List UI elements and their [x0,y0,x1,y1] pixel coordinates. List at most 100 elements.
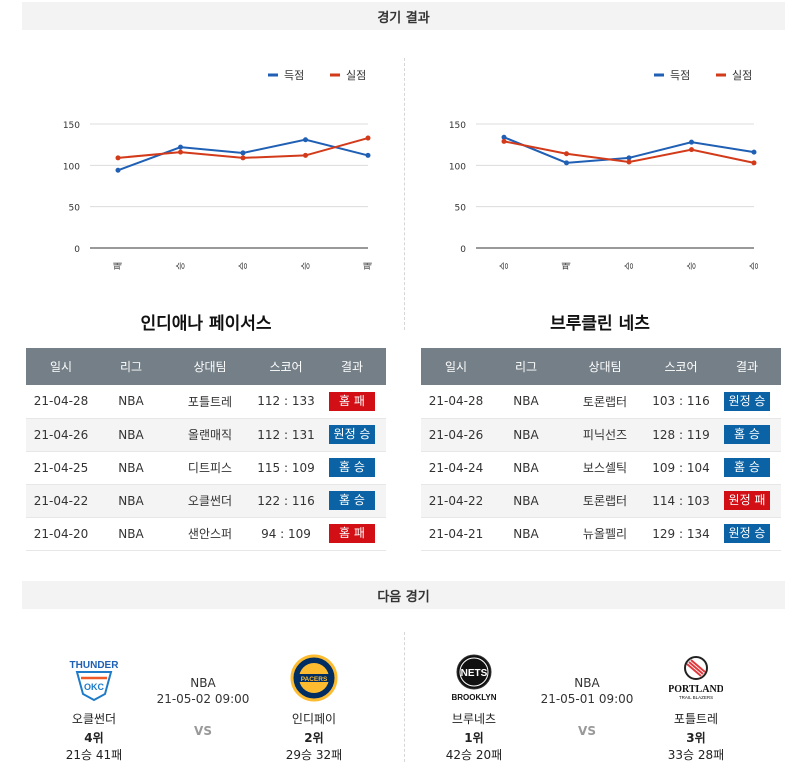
cell-league: NBA [96,418,166,452]
cell-league: NBA [491,517,561,551]
result-badge: 홈 패 [329,524,375,543]
x-tick-label: 승 [624,262,635,270]
svg-text:TRAIL BLAZERS: TRAIL BLAZERS [679,695,713,700]
header-league: 리그 [96,348,166,385]
result-badge: 원정 승 [724,524,770,543]
svg-text:BROOKLYN: BROOKLYN [451,693,496,702]
data-point [564,151,569,157]
y-tick-label: 150 [449,121,466,131]
cell-league: NBA [491,484,561,518]
header-result: 결과 [318,348,386,385]
data-point [689,147,694,153]
table-row: 21-04-28 NBA 토론랩터 103 : 116 원정 승 [421,385,781,419]
cell-result: 원정 승 [713,517,781,551]
next-game-1-meta: NBA 21-05-02 09:00 [148,676,258,706]
cell-result: 원정 승 [318,418,386,452]
results-section-header: 경기 결과 [22,2,785,30]
data-point [178,149,183,155]
header-league: 리그 [491,348,561,385]
next-game-2-away[interactable]: PORTLAND TRAIL BLAZERS 포틀트레 3위 33승 28패 [656,654,736,763]
thunder-logo-icon: THUNDER OKC [67,654,121,704]
section-divider [404,58,405,330]
legend-label: 실점 [732,69,752,82]
result-badge: 홈 승 [329,491,375,510]
cell-score: 112 : 133 [254,385,318,419]
next-game-2-meta: NBA 21-05-01 09:00 [532,676,642,706]
cell-opponent: 보스셀틱 [561,451,649,485]
next-game-2-home[interactable]: NETS BROOKLYN 브루네츠 1위 42승 20패 [434,654,514,763]
svg-text:OKC: OKC [84,682,105,692]
y-tick-label: 50 [69,204,81,214]
table-header-row: 일시 리그 상대팀 스코어 결과 [26,348,386,385]
cell-opponent: 오클썬더 [166,484,254,518]
cell-result: 홈 패 [318,385,386,419]
cell-league: NBA [96,517,166,551]
game-datetime: 21-05-02 09:00 [156,692,250,706]
blazers-logo-icon: PORTLAND TRAIL BLAZERS [668,654,724,704]
cell-league: NBA [96,484,166,518]
cell-score: 129 : 134 [649,517,713,551]
x-tick-label: 승 [238,262,249,270]
table-row: 21-04-22 NBA 오클썬더 122 : 116 홈 승 [26,484,386,518]
data-point [303,137,308,143]
legend-label: 실점 [346,69,366,82]
table-header-row: 일시 리그 상대팀 스코어 결과 [421,348,781,385]
table-row: 21-04-26 NBA 올랜매직 112 : 131 원정 승 [26,418,386,452]
next-game-1-home[interactable]: THUNDER OKC 오클썬더 4위 21승 41패 [54,654,134,763]
result-badge: 원정 승 [724,391,770,411]
cell-opponent: 포틀트레 [166,385,254,419]
cell-date: 21-04-28 [421,385,491,419]
y-tick-label: 0 [460,245,466,255]
cell-opponent: 뉴올펠리 [561,517,649,551]
team-record: 21승 41패 [65,748,123,762]
cell-league: NBA [491,451,561,485]
y-tick-label: 100 [449,162,466,172]
cell-result: 홈 승 [713,418,781,452]
data-point [115,167,121,173]
data-point [240,155,246,161]
cell-date: 21-04-26 [26,418,96,452]
next-game-1-away[interactable]: PACERS 인디페이 2위 29승 32패 [274,654,354,763]
cell-score: 109 : 104 [649,451,713,485]
data-point [365,152,371,158]
next-game-2[interactable]: NETS BROOKLYN 브루네츠 1위 42승 20패 NBA 21-05-… [434,648,774,762]
next-game-1[interactable]: THUNDER OKC 오클썬더 4위 21승 41패 NBA 21-05-02… [30,648,370,762]
y-tick-label: 150 [63,121,80,131]
team-rank: 1위 [464,731,484,745]
data-point [689,139,694,145]
cell-date: 21-04-22 [421,484,491,518]
table-row: 21-04-28 NBA 포틀트레 112 : 133 홈 패 [26,385,386,419]
cell-result: 홈 승 [318,484,386,518]
header-score: 스코어 [254,348,318,385]
table-row: 21-04-24 NBA 보스셀틱 109 : 104 홈 승 [421,451,781,485]
game-datetime: 21-05-01 09:00 [540,692,634,706]
team-rank: 2위 [304,731,324,745]
cell-result: 홈 승 [713,451,781,485]
table-row: 21-04-25 NBA 디트피스 115 : 109 홈 승 [26,451,386,485]
next-games-section-header: 다음 경기 [22,581,785,609]
x-tick-label: 승 [499,262,510,270]
league-label: NBA [574,676,600,690]
cell-score: 122 : 116 [254,484,318,518]
team-name: 브루네츠 [451,712,497,726]
vs-label: VS [194,724,212,738]
cell-date: 21-04-25 [26,451,96,485]
result-badge: 홈 승 [724,458,770,477]
line-chart-team-1: 득점 실점 0 50 100 150 패 승 승 승 패 [63,69,374,270]
y-tick-label: 0 [74,245,80,255]
team-name: 오클썬더 [71,712,117,726]
team-record: 33승 28패 [667,748,725,762]
header-opponent: 상대팀 [561,348,649,385]
cell-score: 114 : 103 [649,484,713,518]
team-record: 29승 32패 [285,748,343,762]
cell-result: 홈 패 [318,517,386,551]
cell-opponent: 토론랩터 [561,385,649,419]
data-point [626,155,632,161]
cell-result: 원정 패 [713,484,781,518]
result-badge: 홈 패 [329,391,375,411]
cell-opponent: 토론랩터 [561,484,649,518]
cell-date: 21-04-22 [26,484,96,518]
cell-result: 홈 승 [318,451,386,485]
data-point [564,160,569,166]
data-point [365,135,371,141]
